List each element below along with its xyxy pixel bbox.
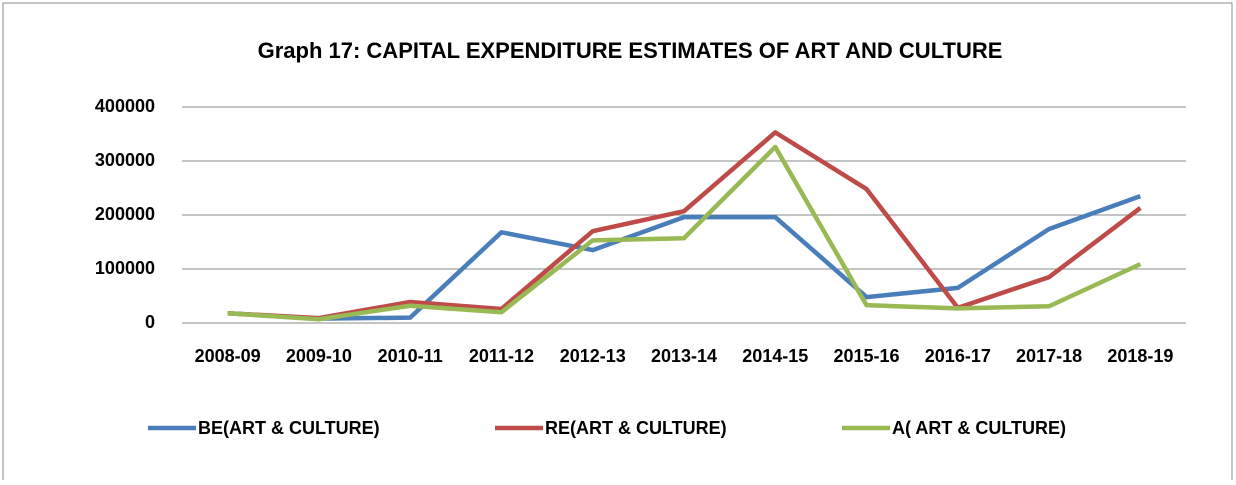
y-tick-label: 400000 <box>95 96 155 116</box>
x-tick-label: 2010-11 <box>378 346 443 366</box>
series-line <box>227 144 1142 322</box>
x-tick-label: 2011-12 <box>469 346 534 366</box>
chart-title: Graph 17: CAPITAL EXPENDITURE ESTIMATES … <box>258 38 1003 63</box>
y-tick-label: 200000 <box>95 204 155 224</box>
legend-label: BE(ART & CULTURE) <box>198 418 380 438</box>
x-tick-label: 2013-14 <box>651 346 717 366</box>
x-tick-label: 2016-17 <box>925 346 991 366</box>
series-line <box>227 193 1142 321</box>
y-tick-label: 0 <box>145 312 155 332</box>
x-tick-label: 2012-13 <box>560 346 626 366</box>
x-tick-label: 2008-09 <box>195 346 261 366</box>
legend-label: A( ART & CULTURE) <box>892 418 1066 438</box>
x-tick-label: 2018-19 <box>1107 346 1173 366</box>
x-tick-label: 2015-16 <box>834 346 900 366</box>
y-tick-label: 300000 <box>95 150 155 170</box>
legend-label: RE(ART & CULTURE) <box>545 418 727 438</box>
x-tick-label: 2009-10 <box>286 346 352 366</box>
x-tick-label: 2017-18 <box>1016 346 1082 366</box>
series-line <box>227 130 1142 321</box>
y-tick-label: 100000 <box>95 258 155 278</box>
x-tick-label: 2014-15 <box>742 346 808 366</box>
